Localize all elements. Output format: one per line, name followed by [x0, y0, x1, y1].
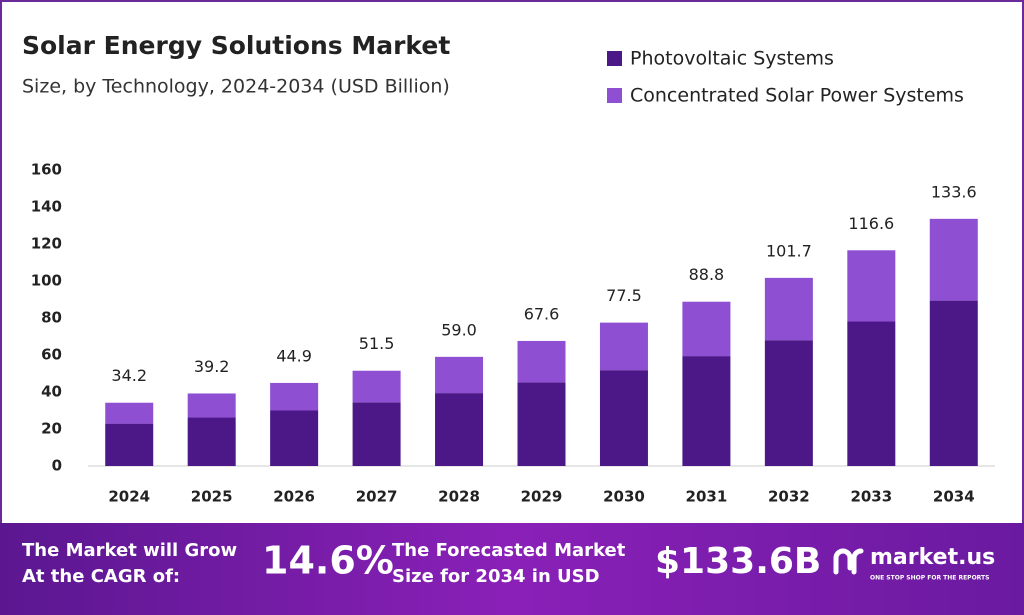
x-tick-label: 2027: [356, 488, 398, 506]
bar-segment: [682, 356, 731, 466]
legend-label: Concentrated Solar Power Systems: [630, 85, 964, 107]
cagr-text: The Market will Grow: [22, 540, 237, 561]
bar-segment: [599, 322, 648, 371]
x-tick-label: 2025: [191, 488, 233, 506]
x-tick-label: 2024: [108, 488, 150, 506]
x-tick-label: 2032: [768, 488, 810, 506]
cagr-value: 14.6%: [262, 539, 394, 583]
y-tick-label: 80: [41, 309, 62, 327]
bar-segment: [847, 321, 896, 466]
chart-title: Solar Energy Solutions Market: [22, 31, 450, 60]
bar-segment: [847, 250, 896, 322]
forecast-text: Size for 2034 in USD: [392, 566, 600, 587]
tagline: ONE STOP SHOP FOR THE REPORTS: [870, 575, 989, 582]
y-tick-label: 140: [31, 198, 62, 216]
y-tick-label: 40: [41, 383, 62, 401]
bar-segment: [764, 340, 813, 466]
total-label: 133.6: [931, 182, 977, 201]
bar-segment: [352, 370, 401, 403]
brand: market.us: [870, 545, 995, 570]
bar-segment: [599, 370, 648, 466]
total-label: 88.8: [689, 265, 725, 284]
bar-segment: [105, 402, 154, 424]
y-tick-label: 60: [41, 346, 62, 364]
chart-subtitle: Size, by Technology, 2024-2034 (USD Bill…: [22, 76, 450, 98]
bar-segment: [682, 301, 731, 357]
bar-segment: [352, 402, 401, 466]
total-label: 67.6: [524, 304, 560, 323]
x-tick-label: 2034: [933, 488, 975, 506]
legend-swatch: [607, 88, 622, 103]
bar-segment: [517, 340, 566, 383]
x-tick-label: 2028: [438, 488, 480, 506]
bar-segment: [435, 356, 484, 394]
total-label: 51.5: [359, 334, 395, 353]
x-tick-label: 2029: [521, 488, 563, 506]
bar-segment: [105, 423, 154, 466]
x-tick-label: 2033: [850, 488, 892, 506]
brand-logo: [833, 548, 864, 575]
cagr-text: At the CAGR of:: [22, 566, 180, 587]
y-tick-label: 120: [31, 235, 62, 253]
y-tick-label: 160: [31, 161, 62, 179]
bar-segment: [270, 410, 319, 466]
total-label: 44.9: [276, 346, 312, 365]
y-tick-label: 0: [52, 457, 62, 475]
x-tick-label: 2031: [686, 488, 728, 506]
total-label: 59.0: [441, 320, 477, 339]
legend-label: Photovoltaic Systems: [630, 48, 834, 70]
forecast-text: The Forecasted Market: [392, 540, 626, 561]
bar-segment: [517, 382, 566, 466]
legend-swatch: [607, 51, 622, 66]
total-label: 34.2: [111, 366, 147, 385]
total-label: 39.2: [194, 357, 230, 376]
bar-segment: [187, 393, 236, 418]
total-label: 101.7: [766, 241, 812, 260]
bar-segment: [435, 393, 484, 466]
y-tick-label: 100: [31, 272, 62, 290]
total-label: 77.5: [606, 286, 642, 305]
bar-segment: [270, 382, 319, 411]
bar-segment: [764, 277, 813, 341]
x-tick-label: 2026: [273, 488, 315, 506]
y-tick-label: 20: [41, 420, 62, 438]
bar-segment: [187, 417, 236, 466]
x-tick-label: 2030: [603, 488, 645, 506]
total-label: 116.6: [848, 214, 894, 233]
bar-segment: [929, 218, 978, 301]
bar-segment: [929, 300, 978, 466]
forecast-value: $133.6B: [655, 541, 821, 582]
